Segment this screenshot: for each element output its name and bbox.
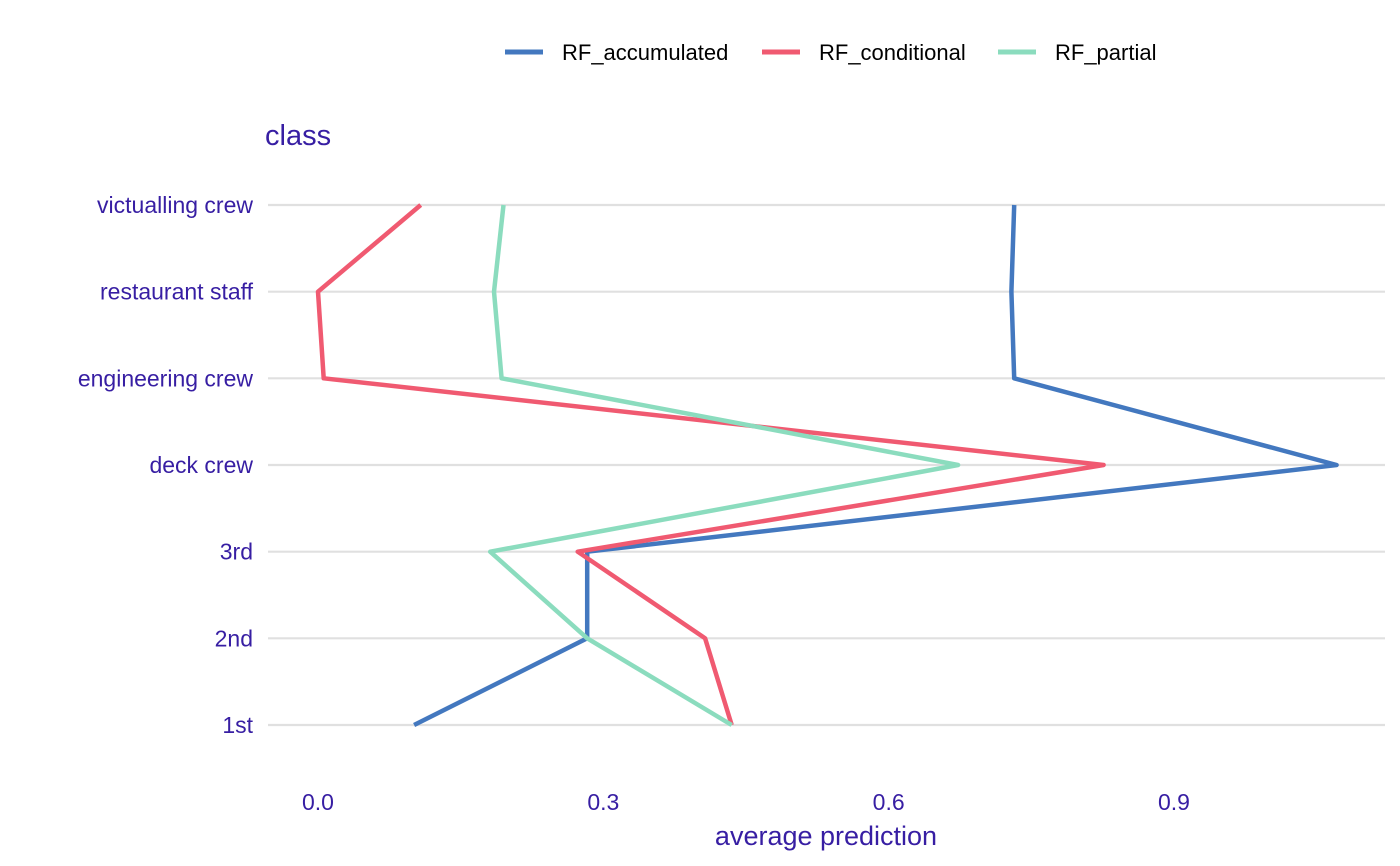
x-tick-label: 0.0 bbox=[302, 789, 334, 815]
x-tick-label: 0.6 bbox=[873, 789, 905, 815]
y-tick-label: 2nd bbox=[215, 625, 253, 651]
x-tick-label: 0.9 bbox=[1158, 789, 1190, 815]
legend-label-RF_conditional: RF_conditional bbox=[819, 40, 966, 65]
y-tick-label: 1st bbox=[222, 712, 253, 738]
panel-title: class bbox=[265, 120, 331, 152]
x-tick-labels: 0.0 0.3 0.6 0.9 bbox=[302, 789, 1190, 815]
legend: RF_accumulated RF_conditional RF_partial bbox=[505, 40, 1156, 65]
gridlines bbox=[268, 203, 1385, 727]
x-tick-label: 0.3 bbox=[587, 789, 619, 815]
legend-label-RF_accumulated: RF_accumulated bbox=[562, 40, 728, 65]
series-line-RF_partial bbox=[487, 204, 961, 727]
y-tick-labels: 1st 2nd 3rd deck crew engineering crew restau… bbox=[78, 192, 254, 738]
legend-label-RF_partial: RF_partial bbox=[1055, 40, 1156, 65]
y-tick-label: restaurant staff bbox=[100, 279, 254, 305]
y-tick-label: victualling crew bbox=[97, 192, 253, 218]
y-tick-label: 3rd bbox=[220, 539, 253, 565]
y-tick-label: engineering crew bbox=[78, 365, 254, 391]
series-lines bbox=[315, 203, 1339, 728]
series-line-RF_conditional bbox=[315, 203, 1106, 726]
y-tick-label: deck crew bbox=[149, 452, 253, 478]
x-axis-title: average prediction bbox=[715, 821, 937, 851]
